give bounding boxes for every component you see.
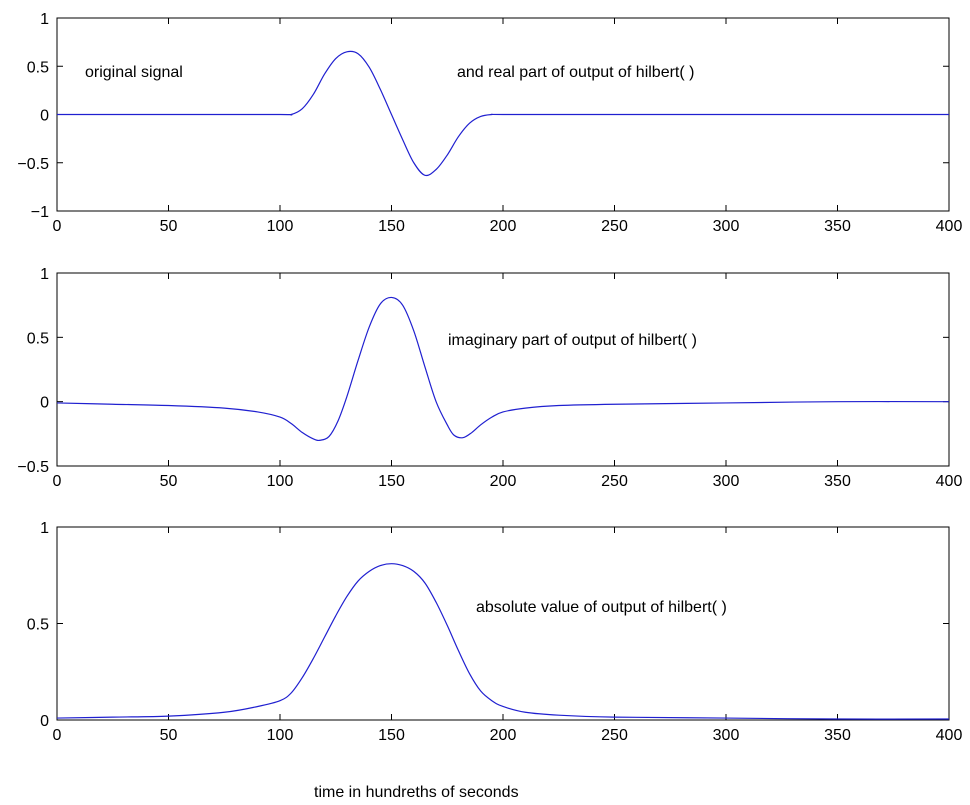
- x-tick-label: 250: [601, 218, 628, 235]
- annotation-real-part: and real part of output of hilbert( ): [457, 64, 694, 81]
- x-tick-label: 400: [936, 727, 963, 744]
- series-line: [56, 50, 949, 177]
- annotation-imaginary-part: imaginary part of output of hilbert( ): [448, 332, 697, 349]
- x-tick-label: 100: [267, 473, 294, 490]
- x-tick-label: 0: [53, 727, 62, 744]
- x-tick-label: 250: [601, 473, 628, 490]
- series-line: [56, 296, 950, 442]
- y-tick-label: 0: [40, 108, 49, 125]
- y-tick-label: 0.5: [27, 330, 49, 347]
- y-tick-label: −0.5: [17, 459, 49, 476]
- y-tick-label: 0: [40, 713, 49, 730]
- y-tick-label: 0: [40, 395, 49, 412]
- subplot-imaginary-part: imaginary part of output of hilbert( ) 0…: [17, 266, 962, 490]
- x-axis-label: time in hundreths of seconds: [314, 784, 519, 801]
- y-tick-label: 1: [40, 520, 49, 537]
- x-tick-label: 50: [160, 218, 178, 235]
- x-tick-label: 0: [53, 218, 62, 235]
- x-tick-label: 0: [53, 473, 62, 490]
- x-tick-label: 300: [713, 727, 740, 744]
- x-tick-label: 200: [490, 473, 517, 490]
- x-tick-label: 400: [936, 218, 963, 235]
- x-tick-label: 400: [936, 473, 963, 490]
- x-tick-label: 350: [824, 473, 851, 490]
- x-tick-label: 200: [490, 727, 517, 744]
- x-tick-label: 100: [267, 218, 294, 235]
- y-tick-label: 1: [40, 266, 49, 283]
- x-tick-label: 150: [378, 473, 405, 490]
- x-tick-label: 100: [267, 727, 294, 744]
- subplot-absolute-value: absolute value of output of hilbert( ) 0…: [27, 520, 963, 744]
- x-tick-label: 350: [824, 727, 851, 744]
- x-tick-label: 300: [713, 473, 740, 490]
- x-tick-label: 50: [160, 473, 178, 490]
- y-tick-label: −1: [31, 204, 49, 221]
- annotation-absolute-value: absolute value of output of hilbert( ): [476, 599, 727, 616]
- x-tick-label: 50: [160, 727, 178, 744]
- x-tick-label: 300: [713, 218, 740, 235]
- y-tick-label: −0.5: [17, 156, 49, 173]
- series-line: [56, 563, 950, 720]
- subplot-original-signal: original signal and real part of output …: [17, 11, 962, 235]
- y-tick-label: 0.5: [27, 59, 49, 76]
- y-tick-label: 0.5: [27, 617, 49, 634]
- y-tick-label: 1: [40, 11, 49, 28]
- annotation-original-signal: original signal: [85, 64, 183, 81]
- x-tick-label: 350: [824, 218, 851, 235]
- x-tick-label: 150: [378, 727, 405, 744]
- x-tick-label: 200: [490, 218, 517, 235]
- x-tick-label: 250: [601, 727, 628, 744]
- x-tick-label: 150: [378, 218, 405, 235]
